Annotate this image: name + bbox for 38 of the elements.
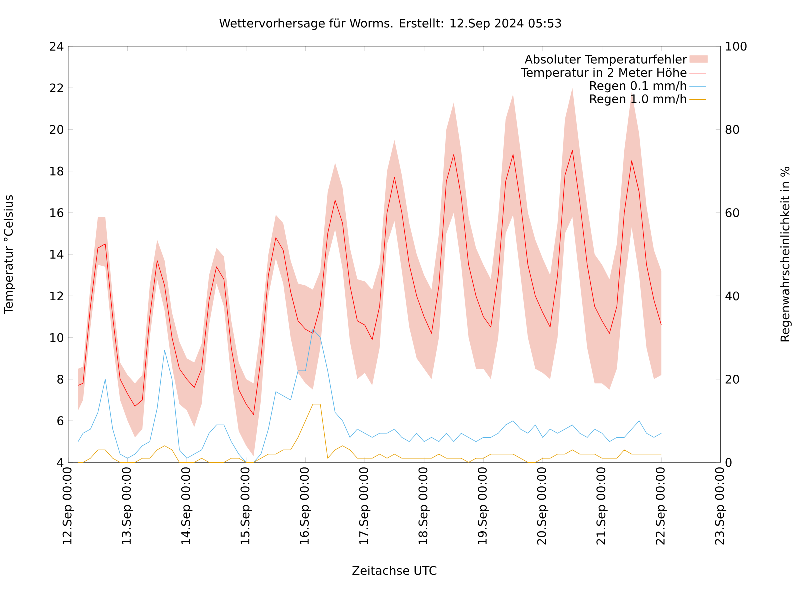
x-tick-label: 20.Sep 00:00 <box>537 468 549 545</box>
x-axis-title: Zeitachse UTC <box>352 566 437 576</box>
y2-tick-label: 0 <box>726 458 732 468</box>
x-tick-label: 18.Sep 00:00 <box>418 468 430 544</box>
y2-tick-label: 20 <box>726 374 740 384</box>
x-tick-label: 15.Sep 00:00 <box>240 468 252 544</box>
y-tick-label: 14 <box>50 250 64 259</box>
y2-tick-label: 40 <box>726 292 740 301</box>
x-tick-label: 12.Sep 00:00 <box>62 468 74 544</box>
y-tick-label: 16 <box>50 208 64 218</box>
x-tick-label: 21.Sep 00:00 <box>596 468 608 545</box>
x-tick-label: 17.Sep 00:00 <box>359 468 371 544</box>
y-tick-label: 8 <box>58 374 64 384</box>
chart-title: Wettervorhersage für Worms. Erstellt: 12.Sep 2024 05:53 <box>220 18 562 30</box>
x-tick-label: 19.Sep 00:00 <box>478 468 490 544</box>
y2-tick-label: 80 <box>726 125 740 134</box>
y-axis-title: Temperatur °Celsius <box>4 195 16 314</box>
y-tick-label: 10 <box>50 333 64 342</box>
line-series <box>78 150 662 416</box>
legend-label: Regen 1.0 mm/h <box>590 94 686 106</box>
x-tick-label: 22.Sep 00:00 <box>656 468 668 545</box>
y-tick-label: 20 <box>50 125 64 134</box>
x-tick-label: 16.Sep 00:00 <box>300 468 312 544</box>
x-tick-label: 23.Sep 00:00 <box>715 468 727 545</box>
legend-label: Temperatur in 2 Meter Höhe <box>521 68 687 80</box>
y-tick-label: 4 <box>57 458 64 467</box>
y-tick-label: 18 <box>50 166 64 176</box>
y-tick-label: 12 <box>50 292 64 300</box>
y2-tick-label: 60 <box>726 208 740 218</box>
annotation: Absoluter Temperaturfehler <box>524 54 688 66</box>
y2-axis-title: Regenwahrscheinlichkeit in % <box>780 166 792 342</box>
y2-tick-label: 100 <box>726 42 747 51</box>
x-tick-label: 14.Sep 00:00 <box>181 468 193 544</box>
x-tick-label: 13.Sep 00:00 <box>122 468 134 544</box>
y-tick-label: 24 <box>50 42 64 51</box>
y-tick-label: 22 <box>50 84 64 92</box>
y-tick-label: 6 <box>58 416 64 426</box>
legend-label: Regen 0.1 mm/h <box>590 81 686 93</box>
